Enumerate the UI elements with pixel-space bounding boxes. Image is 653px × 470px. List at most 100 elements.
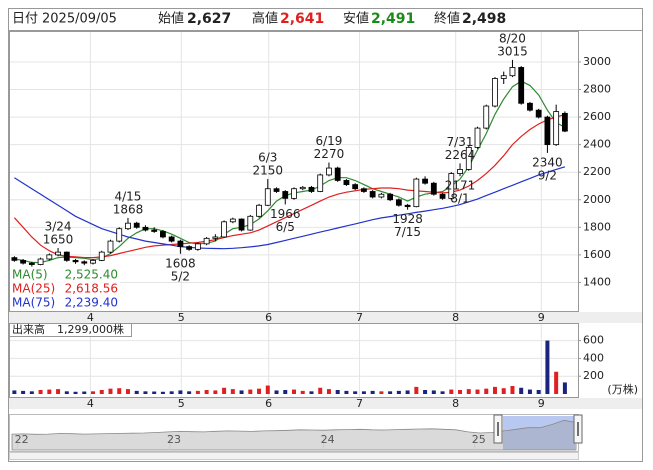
y-tick-label: 400 (583, 351, 604, 364)
annotation-date: 9/2 (538, 168, 557, 182)
candle-body (116, 228, 123, 242)
candle-body (63, 251, 70, 261)
annotation-value: 1608 (165, 256, 196, 270)
candle-body (535, 109, 542, 118)
volume-bar (326, 389, 331, 394)
candle-body (221, 221, 227, 238)
candle-body (203, 237, 210, 245)
navigator-area (11, 419, 577, 451)
candle-body (125, 222, 131, 230)
volume-bar (423, 389, 428, 394)
ma-line (14, 166, 566, 250)
low-value: 2,491 (371, 11, 415, 27)
volume-bar (562, 382, 567, 394)
volume-bar (361, 391, 366, 394)
x-tick-label: 6 (265, 397, 272, 410)
candle-body (168, 236, 175, 242)
candle-body (247, 215, 254, 231)
volume-bar (335, 389, 340, 394)
volume-bar (169, 391, 174, 394)
candle-body (186, 246, 193, 250)
open-value: 2,627 (187, 11, 231, 27)
candle-body (299, 186, 306, 190)
x-tick-label: 4 (87, 311, 94, 324)
volume-bar (160, 391, 165, 394)
legend-value: 2,525.40 (65, 268, 118, 282)
header-bar (9, 9, 642, 30)
candle-body (46, 254, 53, 260)
volume-unit: (万株) (607, 382, 638, 396)
month-band (9, 398, 642, 409)
volume-bar (38, 389, 43, 394)
volume-bar (117, 388, 122, 394)
candle-body (509, 67, 516, 77)
candle-body (194, 243, 201, 250)
annotation-value: 2150 (253, 164, 284, 178)
candle-body (474, 127, 481, 148)
volume-bar (309, 391, 314, 394)
navigator-selection (503, 416, 575, 450)
volume-bar (405, 390, 410, 394)
candle-body (160, 231, 166, 238)
x-tick-label: 8 (452, 397, 459, 410)
annotation-date: 6/3 (258, 151, 277, 165)
candle-body (28, 262, 35, 265)
legend-box (10, 267, 120, 310)
annotation-value: 3015 (497, 44, 528, 58)
volume-bar (536, 389, 541, 394)
volume-last: 1,299,000株 (57, 322, 124, 336)
candle-body (430, 182, 437, 195)
annotation-date: 7/15 (394, 225, 421, 239)
navigator-label: 25 (472, 433, 486, 446)
annotation-value: 1650 (43, 232, 74, 246)
price-panel (9, 31, 579, 312)
candle-body (177, 240, 184, 248)
candle-body (326, 167, 332, 176)
candle-body (483, 105, 490, 129)
annotation-value: 1966 (270, 207, 301, 221)
volume-bar (283, 389, 288, 394)
legend-name: MA(75) (12, 296, 55, 310)
candle-body (98, 251, 105, 261)
annotation-date: 5/2 (171, 269, 190, 283)
volume-bar (29, 391, 34, 394)
volume-bar (466, 389, 471, 394)
volume-bar (248, 389, 253, 394)
volume-bar (125, 389, 130, 394)
annotation-date: 3/24 (45, 219, 72, 233)
date-label: 日付 (12, 12, 38, 27)
candle-body (282, 191, 289, 199)
volume-bar (82, 391, 87, 394)
volume-bar (56, 389, 61, 394)
volume-title: 出来高 (12, 322, 45, 336)
candle-body (72, 259, 79, 263)
volume-bar (64, 391, 69, 394)
annotation-date: 4/15 (114, 189, 141, 203)
volume-bar (91, 391, 96, 394)
x-tick-label: 9 (538, 311, 545, 324)
frame (8, 8, 643, 462)
volume-bar (475, 389, 480, 394)
month-band (9, 312, 642, 323)
candle-body (107, 240, 114, 253)
candle-body (553, 111, 560, 146)
volume-bar (414, 386, 419, 394)
volume-bar (108, 388, 113, 394)
y-tick-label: 2400 (583, 138, 611, 151)
volume-bar (257, 388, 262, 394)
volume-bar (344, 390, 349, 394)
annotation-value: 2171 (445, 179, 476, 193)
candle-body (273, 188, 280, 192)
candle-body (308, 186, 315, 192)
x-tick-label: 6 (265, 311, 272, 324)
candle-body (395, 199, 402, 206)
y-tick-label: 1800 (583, 220, 611, 233)
annotation-date: 7/31 (447, 135, 474, 149)
candle-body (518, 67, 525, 104)
x-tick-label: 8 (452, 311, 459, 324)
y-tick-label: 2600 (583, 110, 611, 123)
y-tick-label: 3000 (583, 55, 611, 68)
volume-bar (222, 387, 227, 394)
candle-body (291, 188, 297, 199)
